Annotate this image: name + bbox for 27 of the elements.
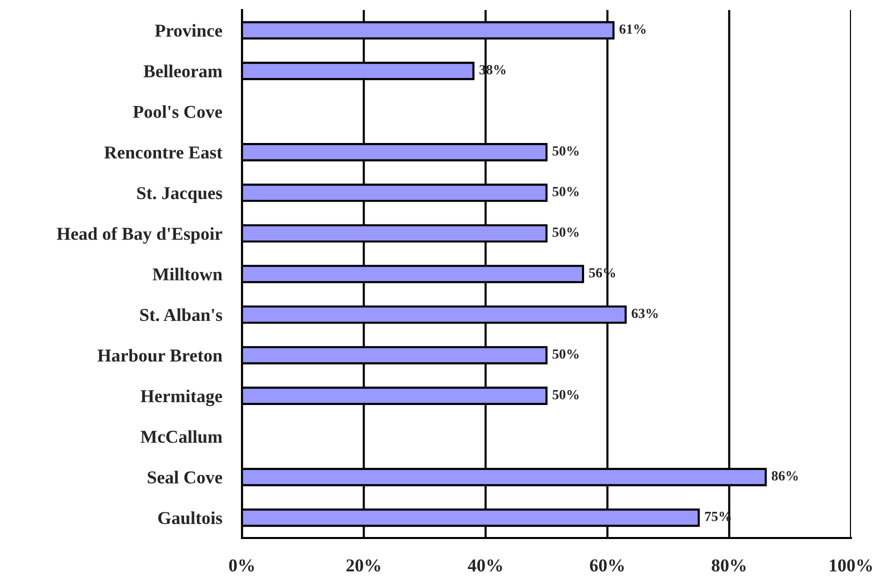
x-tick-label: 100% [830, 559, 872, 572]
y-tick-label: Pool's Cove [133, 105, 222, 118]
x-tick-label: 80% [712, 559, 746, 572]
y-tick-label: Belleoram [144, 64, 222, 78]
y-tick-label: St. Jacques [137, 187, 222, 203]
x-tick-label: 40% [468, 559, 502, 572]
y-tick-label: Seal Cove [148, 470, 222, 484]
x-tick-label: 20% [346, 559, 380, 572]
x-tick-label: 0% [229, 559, 254, 572]
data-label: 50% [552, 146, 579, 156]
y-tick-label: Gaultois [158, 511, 222, 524]
data-label: 50% [552, 186, 579, 196]
x-tick-label: 60% [590, 559, 624, 572]
y-tick-label: Hermitage [140, 390, 222, 406]
y-tick-label: Head of Bay d'Espoir [56, 227, 222, 244]
y-tick-label: Milltown [152, 268, 222, 280]
y-tick-label: Harbour Breton [98, 348, 222, 362]
data-label: 86% [772, 471, 798, 481]
y-tick-label: McCallum [140, 430, 222, 443]
y-tick-label: Rencontre East [104, 146, 222, 159]
y-tick-label: Province [154, 24, 222, 37]
data-label: 61% [620, 24, 646, 34]
data-label: 50% [552, 227, 579, 237]
data-label: 50% [552, 349, 579, 359]
y-tick-label: St. Alban's [140, 308, 222, 322]
data-label: 63% [632, 308, 658, 318]
data-label: 50% [552, 390, 579, 400]
